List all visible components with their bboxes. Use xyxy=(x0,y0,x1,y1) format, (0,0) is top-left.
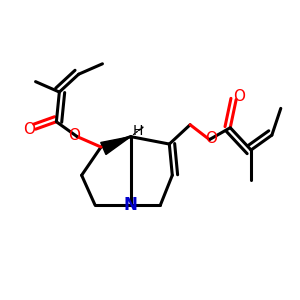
Text: O: O xyxy=(24,122,36,137)
Text: O: O xyxy=(233,89,245,104)
Text: H: H xyxy=(133,124,143,138)
Text: N: N xyxy=(124,196,138,214)
Text: O: O xyxy=(68,128,80,142)
Polygon shape xyxy=(101,136,131,154)
Text: O: O xyxy=(205,130,217,146)
